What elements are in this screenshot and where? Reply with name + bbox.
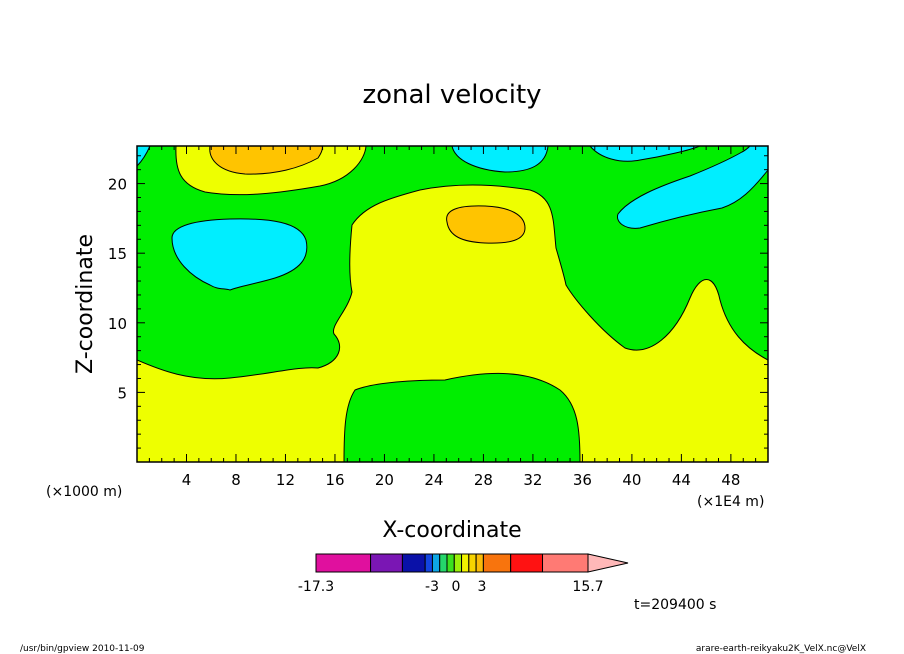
contour-fill — [137, 146, 768, 462]
colorbar-segment — [475, 553, 484, 573]
plot-frame — [136, 145, 769, 463]
colorbar-segment — [431, 553, 441, 573]
x-tick-label: 8 — [231, 471, 241, 489]
colorbar-tick-label: 15.7 — [572, 579, 603, 595]
region-cyan-top-right — [589, 146, 701, 162]
x-tick-label: 24 — [424, 471, 443, 489]
colorbar-segment — [401, 553, 426, 573]
x-tick-label: 32 — [523, 471, 542, 489]
y-axis-label: Z-coordinate — [73, 234, 98, 374]
colorbar-segment — [370, 553, 403, 573]
colorbar-segment — [439, 553, 448, 573]
region-yellow-main — [137, 184, 768, 462]
region-cyan-top — [451, 146, 549, 173]
colorbar-segment — [446, 553, 455, 573]
colorbar-segment — [315, 553, 372, 573]
x-tick-label: 12 — [276, 471, 295, 489]
y-tick-label: 5 — [117, 384, 127, 402]
footer-right: arare-earth-reikyaku2K_VelX.nc@VelX — [696, 644, 866, 654]
colorbar-segment — [510, 553, 544, 573]
x-tick-label: 20 — [375, 471, 394, 489]
region-cyan-right — [616, 146, 768, 229]
colorbar-tick-label: -3 — [425, 579, 439, 595]
colorbar-segment — [482, 553, 512, 573]
colorbar-tick-labels: -17.3 -3 0 3 15.7 — [298, 579, 604, 595]
colorbar-segment — [461, 553, 470, 573]
footer-left: /usr/bin/gpview 2010-11-09 — [20, 644, 145, 654]
x-tick-label: 40 — [622, 471, 641, 489]
x-tick-label: 44 — [672, 471, 691, 489]
y-tick-label: 15 — [108, 245, 127, 263]
region-orange-center — [446, 205, 526, 244]
colorbar-tick-label: 3 — [478, 579, 487, 595]
colorbar-segment — [542, 553, 589, 573]
time-label: t=209400 s — [634, 597, 716, 613]
y-tick-label: 20 — [108, 176, 127, 194]
x-unit-right: (×1E4 m) — [697, 494, 764, 510]
colorbar-arrow — [587, 553, 629, 573]
x-tick-label: 16 — [325, 471, 344, 489]
x-axis-ticks: 4 8 12 16 20 24 28 32 36 40 44 48 — [148, 146, 769, 489]
colorbar-tick-label: -17.3 — [298, 579, 334, 595]
region-cyan-left — [171, 218, 308, 291]
x-tick-label: 48 — [721, 471, 740, 489]
y-tick-label: 10 — [108, 315, 127, 333]
colorbar-segment — [424, 553, 433, 573]
colorbar-tick-label: 0 — [452, 579, 461, 595]
y-axis-ticks: 5 10 15 20 — [108, 155, 768, 449]
colorbar — [315, 553, 629, 573]
colorbar-segment — [453, 553, 463, 573]
x-axis-label: X-coordinate — [382, 518, 521, 543]
x-unit-left: (×1000 m) — [46, 484, 122, 500]
x-tick-label: 4 — [182, 471, 192, 489]
x-tick-label: 36 — [573, 471, 592, 489]
chart-title: zonal velocity — [362, 80, 541, 110]
colorbar-segment — [468, 553, 477, 573]
x-tick-label: 28 — [474, 471, 493, 489]
